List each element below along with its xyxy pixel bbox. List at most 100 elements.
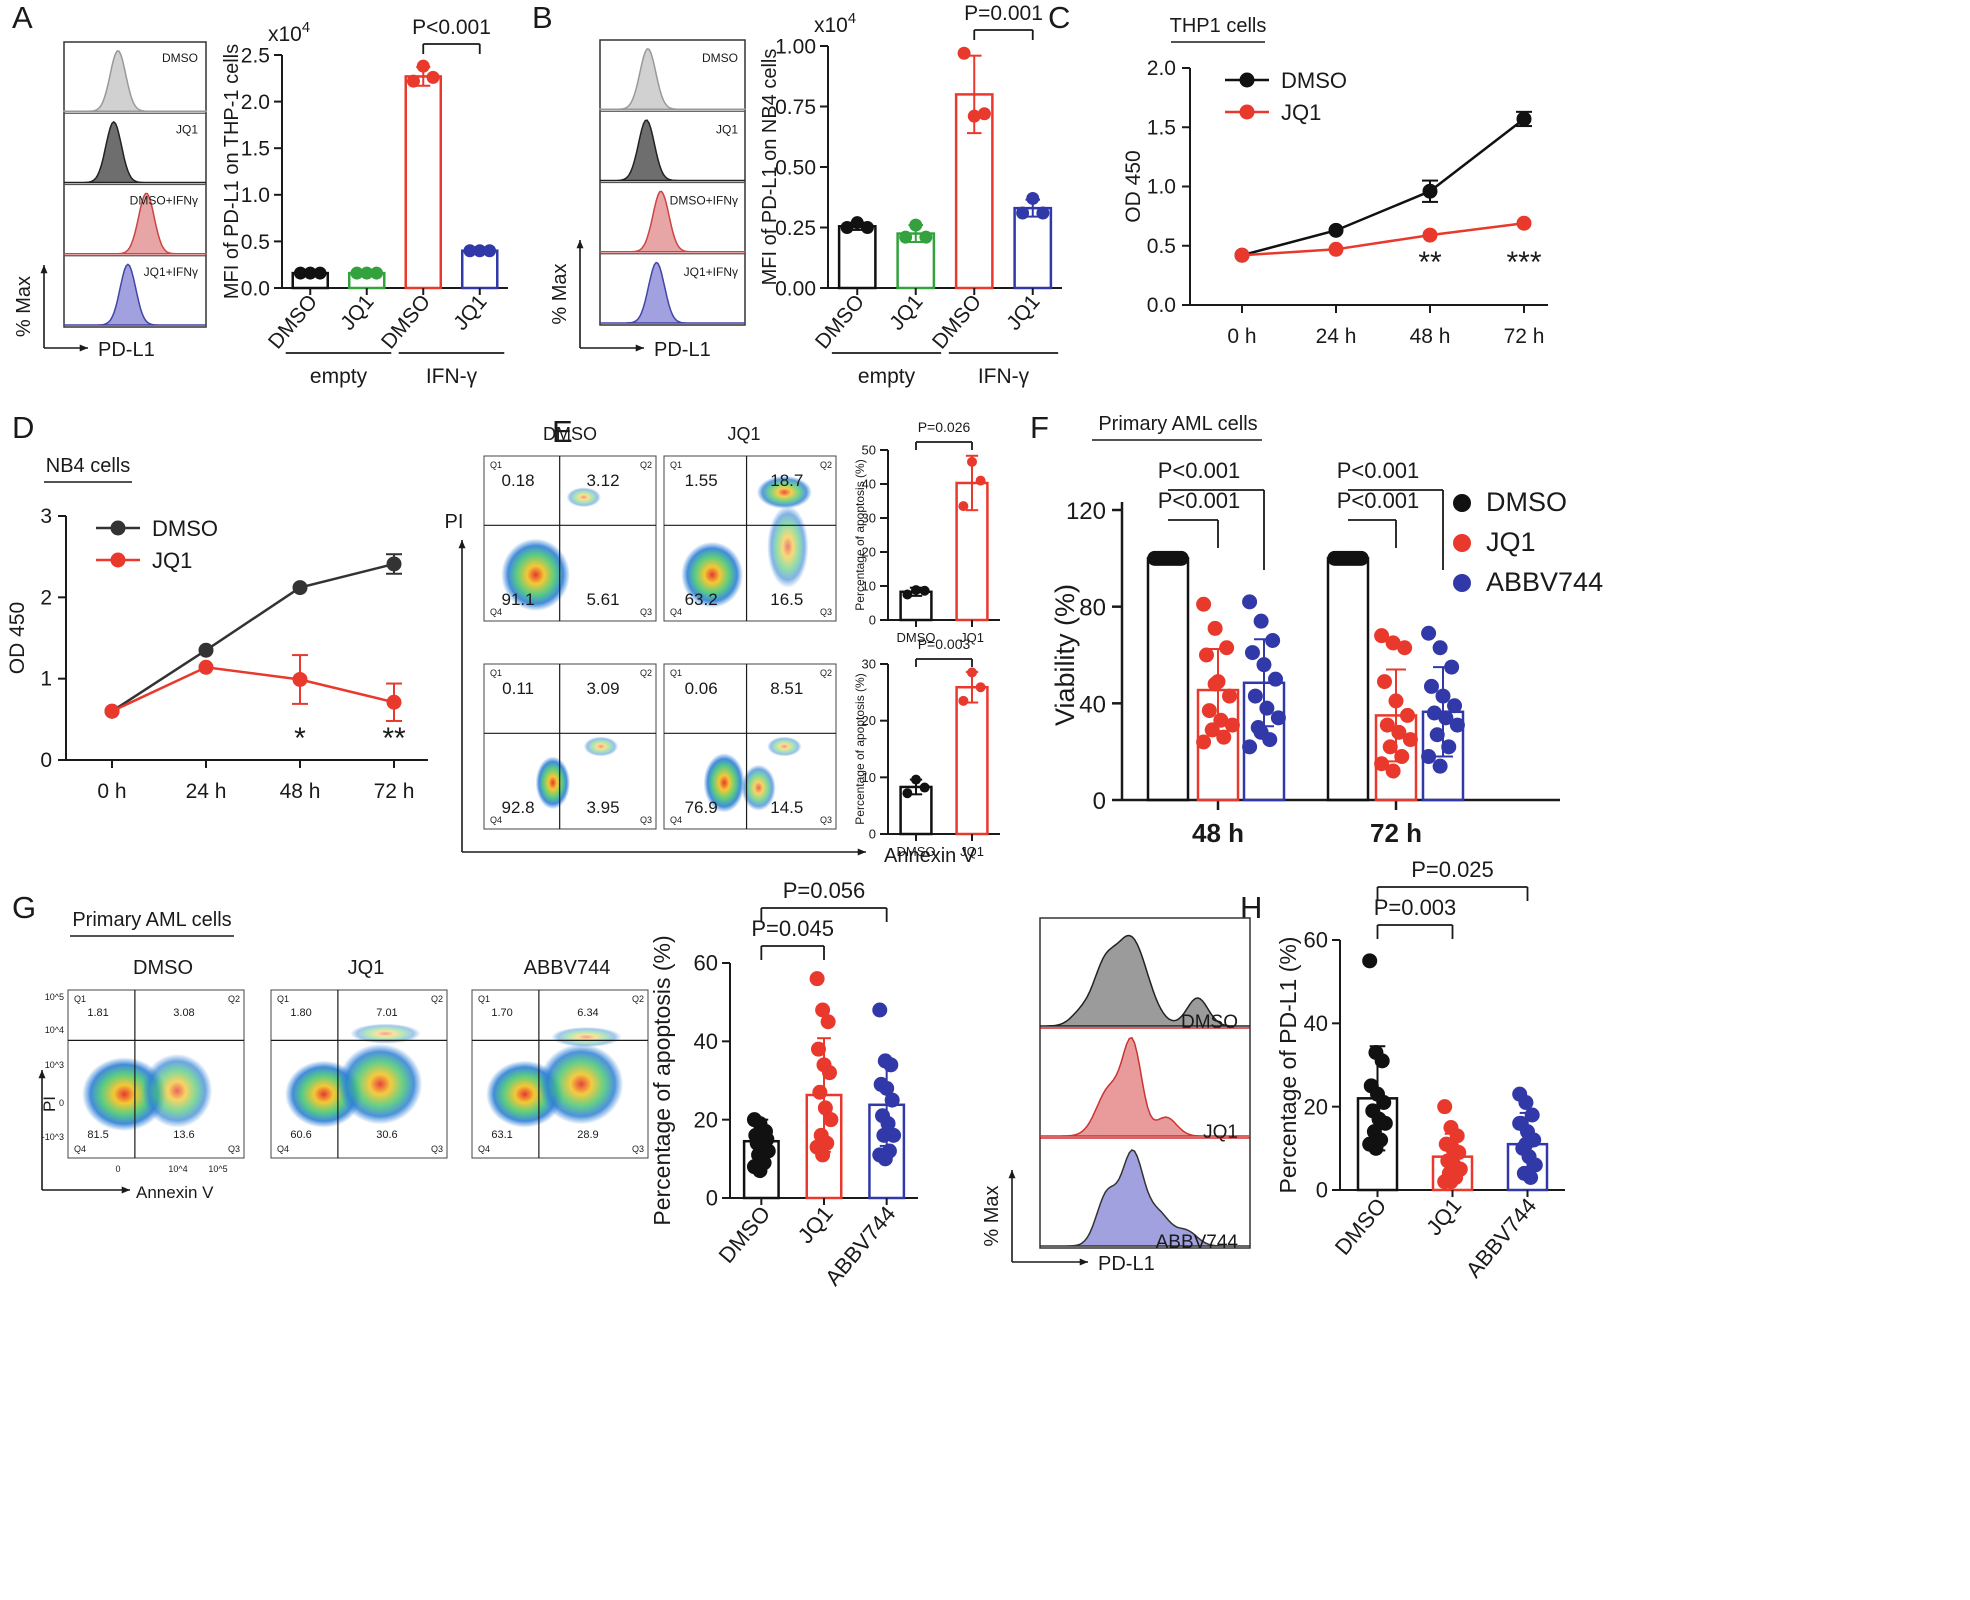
x-tick-label: 48 h xyxy=(280,780,321,803)
track-label: DMSO+IFNγ xyxy=(670,194,738,208)
quadrant-value: 76.9 xyxy=(685,798,718,817)
data-point xyxy=(303,266,317,280)
y-tick-label: 2.0 xyxy=(1147,57,1176,80)
y-axis-label: Percentage of apoptosis (%) xyxy=(649,935,675,1225)
data-point xyxy=(1353,550,1369,566)
x-tick-label: DMSO xyxy=(1330,1193,1392,1260)
data-point xyxy=(820,1014,836,1030)
quadrant-value: 63.1 xyxy=(491,1129,512,1141)
y-axis-label: MFI of PD-L1 on NB4 cells xyxy=(759,49,781,286)
data-point xyxy=(902,788,913,799)
quadrant-value: 3.08 xyxy=(173,1007,194,1019)
data-point xyxy=(1247,688,1263,704)
data-point xyxy=(967,109,981,123)
data-point xyxy=(919,230,933,244)
data-point xyxy=(967,456,977,467)
x-tick-label: 24 h xyxy=(1316,325,1357,348)
data-point xyxy=(1432,640,1448,656)
legend-marker xyxy=(110,552,126,568)
histogram-curve xyxy=(599,190,746,253)
track-label: JQ1+IFNγ xyxy=(684,265,738,279)
data-point xyxy=(350,266,364,280)
data-point xyxy=(1328,241,1344,257)
histogram-curve xyxy=(600,119,745,182)
y-scale-label: x104 xyxy=(814,11,856,37)
data-point xyxy=(1400,707,1416,723)
data-point xyxy=(1196,734,1212,750)
data-point xyxy=(1451,1145,1467,1160)
quadrant-value: 3.95 xyxy=(586,798,619,817)
data-point xyxy=(812,1084,828,1100)
data-point xyxy=(386,556,402,572)
data-point xyxy=(1242,739,1258,755)
flow-plot-frame xyxy=(663,455,837,622)
data-point xyxy=(1422,183,1438,199)
histogram-curve xyxy=(64,120,206,184)
quadrant-tag: Q4 xyxy=(670,607,682,617)
x-tick-label: DMSO xyxy=(811,290,869,353)
data-point xyxy=(370,266,384,280)
x-tick-label: 10^5 xyxy=(208,1164,227,1174)
data-point xyxy=(426,70,440,84)
x-tick-label: DMSO xyxy=(897,844,936,859)
data-point xyxy=(1441,739,1457,755)
quadrant-tag: Q2 xyxy=(820,460,832,470)
y-tick-label: 1 xyxy=(40,668,52,691)
column-label: ABBV744 xyxy=(524,957,611,979)
series-line xyxy=(1241,117,1525,257)
p-value-label: P=0.026 xyxy=(918,419,971,435)
column-label: DMSO xyxy=(543,424,597,444)
x-tick-label: JQ1 xyxy=(793,1201,838,1248)
y-tick-label: 0 xyxy=(869,827,876,842)
quadrant-tag: Q3 xyxy=(640,815,652,825)
bar xyxy=(955,685,989,836)
histogram-curve xyxy=(63,192,207,255)
data-point xyxy=(975,475,986,486)
quadrant-tag: Q3 xyxy=(640,607,652,617)
data-point xyxy=(293,266,307,280)
data-point xyxy=(1385,635,1401,651)
chart-title: NB4 cells xyxy=(46,455,130,477)
p-value-label: P=0.025 xyxy=(1411,857,1494,882)
data-point xyxy=(899,230,913,244)
track-label: DMSO xyxy=(702,51,738,65)
data-point xyxy=(1423,678,1439,694)
p-value-label: P<0.001 xyxy=(1337,458,1420,483)
data-point xyxy=(1388,693,1404,709)
quadrant-value: 14.5 xyxy=(770,798,803,817)
data-point xyxy=(1376,674,1392,690)
y-tick-label: -10^3 xyxy=(42,1132,64,1142)
x-axis-arrow-head xyxy=(121,1186,130,1194)
y-tick-label: 20 xyxy=(862,545,876,560)
y-axis-arrow-head xyxy=(458,540,466,549)
p-value-label: P=0.003 xyxy=(918,636,971,652)
y-axis-label: Percentage of PD-L1 (%) xyxy=(1275,937,1301,1194)
significance-stars: * xyxy=(294,722,306,755)
data-point xyxy=(1447,698,1463,714)
data-point xyxy=(406,74,420,88)
significance-stars: ** xyxy=(382,722,406,755)
data-point xyxy=(416,59,430,73)
data-point xyxy=(1523,1170,1539,1185)
data-point xyxy=(1449,717,1465,733)
data-point xyxy=(1377,1115,1393,1131)
data-point xyxy=(957,46,971,60)
data-point xyxy=(292,671,308,687)
data-point xyxy=(876,1127,892,1143)
x-axis-label: PD-L1 xyxy=(98,339,155,361)
data-point xyxy=(1253,613,1269,629)
p-value-label: P=0.001 xyxy=(964,2,1043,25)
quadrant-value: 18.7 xyxy=(770,471,803,490)
y-axis-arrow-head xyxy=(40,265,48,274)
data-point xyxy=(872,1002,888,1018)
data-point xyxy=(1224,717,1240,733)
data-point xyxy=(1397,640,1413,656)
data-point xyxy=(1421,625,1437,641)
data-point xyxy=(198,642,214,658)
y-tick-label: 0.50 xyxy=(775,156,816,179)
x-tick-label: 0 xyxy=(115,1164,120,1174)
panel-letter: B xyxy=(532,0,553,35)
data-point xyxy=(1429,727,1445,743)
quadrant-value: 60.6 xyxy=(290,1129,311,1141)
